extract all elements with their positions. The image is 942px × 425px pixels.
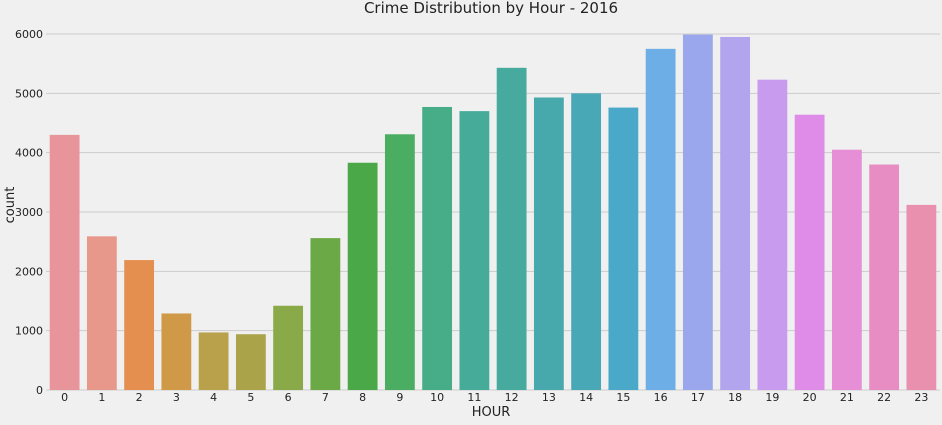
- x-tick-label: 20: [803, 391, 817, 404]
- x-tick-label: 17: [691, 391, 705, 404]
- bar-hour-11: [459, 111, 490, 390]
- bar-hour-20: [794, 114, 825, 391]
- x-tick-label: 21: [840, 391, 854, 404]
- bar-hour-6: [273, 305, 304, 390]
- x-tick-label: 1: [98, 391, 105, 404]
- bar-hour-13: [533, 97, 564, 390]
- y-tick-label: 3000: [15, 206, 43, 219]
- bar-hour-9: [384, 134, 415, 390]
- bar-hour-23: [906, 204, 937, 390]
- gridlines: [46, 33, 940, 391]
- x-tick-label: 19: [765, 391, 779, 404]
- x-tick-label: 18: [728, 391, 742, 404]
- y-tick-label: 5000: [15, 87, 43, 100]
- bar-hour-5: [235, 334, 266, 390]
- bar-hour-10: [422, 106, 453, 390]
- x-axis-ticks: 0 1 2 3 4 5 6 7 8 9 10 11 12 13 14 15 16 17 18 19 20 21 22 23: [61, 391, 928, 404]
- x-tick-label: 14: [579, 391, 593, 404]
- bar-hour-0: [49, 134, 80, 390]
- bar-hour-19: [757, 79, 788, 390]
- bar-hour-8: [347, 162, 378, 390]
- bar-hour-21: [831, 149, 862, 390]
- bars: [49, 34, 937, 391]
- bar-hour-22: [869, 164, 900, 390]
- x-tick-label: 16: [654, 391, 668, 404]
- y-tick-label: 0: [36, 384, 43, 397]
- x-tick-label: 13: [542, 391, 556, 404]
- x-tick-label: 12: [505, 391, 519, 404]
- y-tick-label: 1000: [15, 325, 43, 338]
- x-tick-label: 9: [396, 391, 403, 404]
- y-tick-label: 4000: [15, 147, 43, 160]
- x-tick-label: 15: [616, 391, 630, 404]
- bar-hour-3: [161, 313, 192, 390]
- bar-hour-14: [571, 93, 602, 390]
- bar-hour-18: [720, 36, 751, 390]
- y-tick-label: 2000: [15, 265, 43, 278]
- x-axis-label: HOUR: [472, 405, 511, 420]
- x-tick-label: 11: [467, 391, 481, 404]
- bar-hour-16: [645, 48, 676, 390]
- x-tick-label: 8: [359, 391, 366, 404]
- x-tick-label: 22: [877, 391, 891, 404]
- x-tick-label: 2: [136, 391, 143, 404]
- bar-hour-2: [124, 260, 155, 390]
- bar-hour-7: [310, 238, 341, 390]
- y-tick-label: 6000: [15, 28, 43, 41]
- x-tick-label: 5: [247, 391, 254, 404]
- y-axis-ticks: 0 1000 2000 3000 4000 5000 6000: [15, 28, 43, 397]
- chart-title: Crime Distribution by Hour - 2016: [364, 0, 618, 17]
- y-axis-label: count: [3, 187, 18, 224]
- bar-hour-15: [608, 107, 639, 390]
- x-tick-label: 4: [210, 391, 217, 404]
- bar-hour-12: [496, 67, 527, 390]
- x-tick-label: 23: [914, 391, 928, 404]
- bar-hour-4: [198, 332, 229, 390]
- x-tick-label: 3: [173, 391, 180, 404]
- x-tick-label: 6: [285, 391, 292, 404]
- x-tick-label: 7: [322, 391, 329, 404]
- x-tick-label: 0: [61, 391, 68, 404]
- bar-hour-17: [682, 34, 713, 391]
- bar-hour-1: [86, 236, 117, 390]
- x-tick-label: 10: [430, 391, 444, 404]
